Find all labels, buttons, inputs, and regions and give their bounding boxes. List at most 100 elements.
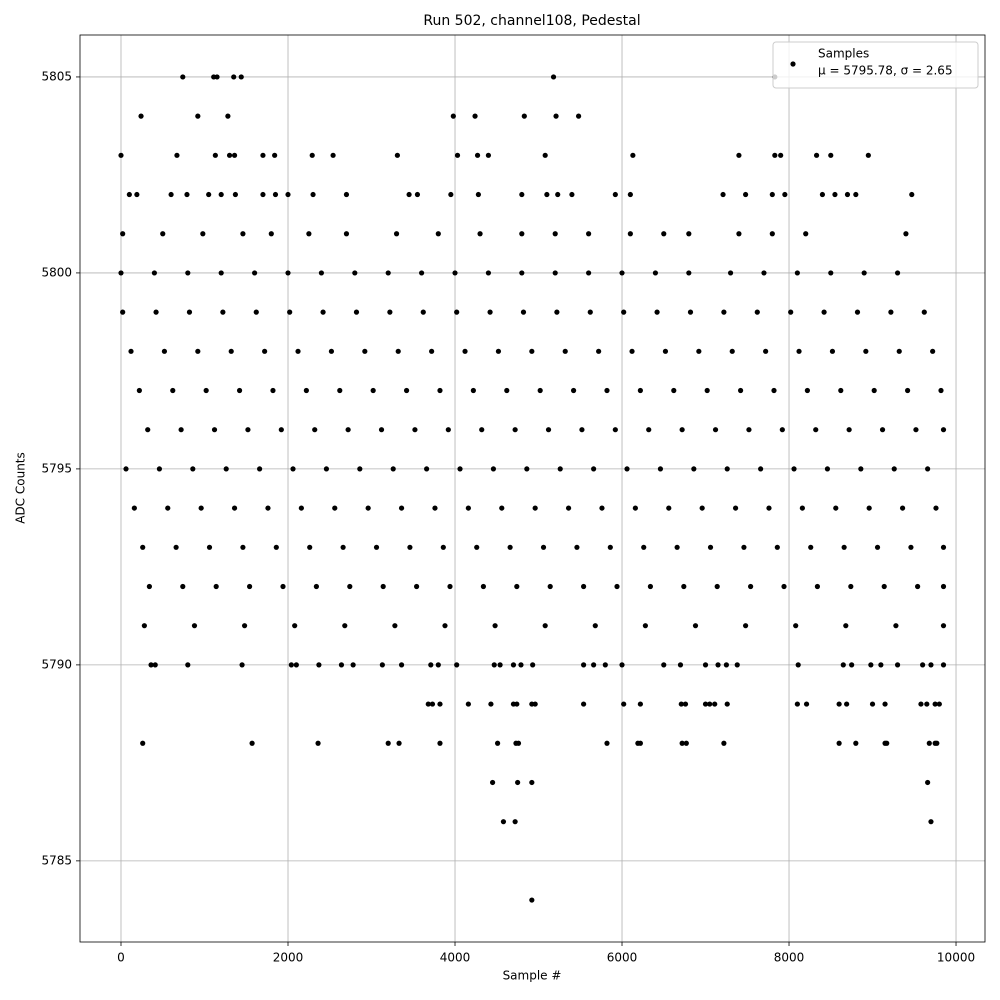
data-point: [647, 583, 654, 590]
data-point: [214, 74, 220, 80]
data-point: [437, 387, 443, 394]
data-point: [340, 544, 346, 550]
data-point: [881, 583, 887, 590]
data-point: [666, 505, 672, 511]
data-point: [530, 662, 536, 668]
data-point: [519, 270, 525, 276]
data-point: [692, 623, 699, 629]
data-point: [429, 701, 436, 707]
data-point: [450, 113, 456, 119]
data-point: [714, 583, 720, 590]
data-point: [575, 113, 582, 119]
data-point: [260, 152, 266, 158]
data-point: [489, 779, 496, 786]
data-point: [791, 466, 797, 472]
data-point: [632, 505, 638, 511]
data-point: [362, 348, 368, 354]
data-point: [285, 191, 291, 198]
data-point: [170, 387, 176, 394]
data-point: [848, 583, 854, 590]
data-point: [679, 740, 685, 746]
data-point: [899, 505, 906, 511]
data-point: [925, 466, 931, 472]
data-point: [134, 191, 140, 198]
data-point: [661, 231, 667, 237]
data-point: [841, 544, 847, 550]
data-point: [485, 270, 492, 276]
data-point: [874, 544, 881, 550]
data-point: [379, 662, 385, 668]
data-point: [365, 505, 371, 511]
legend-box: [772, 41, 979, 89]
data-point: [419, 270, 425, 276]
data-point: [424, 466, 430, 472]
data-point: [799, 505, 805, 511]
data-point: [231, 152, 238, 158]
data-point: [844, 191, 851, 198]
data-point: [272, 191, 279, 198]
data-point: [724, 466, 730, 472]
data-point: [727, 270, 734, 276]
data-point: [774, 544, 780, 550]
data-point: [858, 466, 864, 472]
data-point: [607, 544, 613, 550]
y-axis-label: ADC Counts: [14, 452, 28, 524]
y-tick-label: 5790: [41, 657, 72, 671]
data-point: [343, 231, 350, 237]
data-point: [913, 427, 919, 433]
data-point: [721, 309, 727, 315]
x-tick-label: 6000: [607, 951, 638, 965]
data-point: [385, 270, 391, 276]
data-point: [245, 427, 251, 433]
data-point: [307, 544, 313, 550]
data-point: [488, 701, 494, 707]
data-point: [394, 152, 400, 158]
data-point: [174, 152, 180, 158]
data-point: [627, 231, 633, 237]
y-tick-label: 5785: [41, 853, 72, 867]
data-point: [226, 152, 233, 158]
data-point: [313, 583, 319, 590]
data-point: [345, 427, 351, 433]
data-point: [292, 623, 298, 629]
data-point: [741, 544, 747, 550]
data-point: [683, 740, 689, 746]
data-point: [657, 466, 664, 472]
data-point: [474, 152, 481, 158]
data-point: [884, 740, 890, 746]
data-point: [290, 466, 296, 472]
data-point: [268, 231, 274, 237]
data-point: [681, 583, 687, 590]
data-point: [485, 152, 492, 158]
data-point: [915, 583, 921, 590]
data-point: [474, 544, 480, 550]
data-point: [437, 740, 443, 746]
data-point: [833, 505, 839, 511]
data-point: [310, 191, 316, 198]
data-point: [678, 701, 684, 707]
data-point: [260, 191, 266, 198]
data-point: [206, 191, 212, 198]
data-point: [492, 623, 498, 629]
data-point: [891, 466, 897, 472]
data-point: [518, 662, 524, 668]
data-point: [494, 740, 501, 746]
data-point: [782, 191, 788, 198]
data-point: [612, 191, 618, 198]
data-point: [278, 427, 284, 433]
data-point: [318, 270, 325, 276]
data-point: [646, 427, 652, 433]
data-point: [499, 505, 505, 511]
data-point: [836, 701, 842, 707]
data-point: [682, 701, 689, 707]
data-point: [186, 309, 193, 315]
data-point: [721, 740, 727, 746]
data-point: [475, 191, 481, 198]
data-point: [218, 191, 224, 198]
data-point: [612, 427, 618, 433]
data-point: [581, 701, 587, 707]
data-point: [303, 387, 309, 394]
data-point: [674, 544, 680, 550]
data-point: [141, 623, 147, 629]
data-point: [586, 270, 592, 276]
